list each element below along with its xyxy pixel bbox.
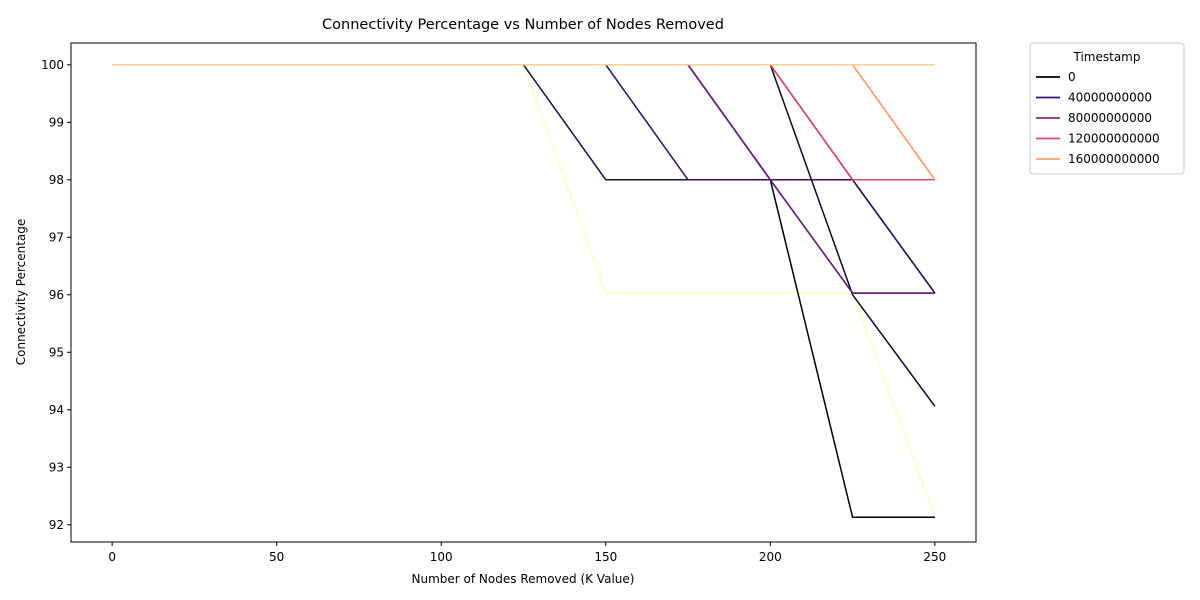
y-tick-label: 95	[49, 345, 64, 359]
legend: Timestamp 0 40000000000 80000000000 1200000…	[1029, 42, 1185, 175]
x-tick-label: 200	[759, 550, 782, 564]
y-tick-label: 93	[49, 460, 64, 474]
series-line-0	[112, 64, 936, 517]
y-tick-label: 99	[49, 115, 64, 129]
legend-entries: 0 40000000000 80000000000 120000000000 16000…	[1036, 70, 1160, 166]
y-tick-label: 96	[49, 288, 64, 302]
series-line-1	[112, 64, 935, 519]
legend-label: 40000000000	[1068, 91, 1152, 105]
y-tick-label: 98	[49, 173, 64, 187]
plot-lines	[112, 64, 936, 519]
legend-label: 80000000000	[1068, 111, 1152, 125]
chart-title: Connectivity Percentage vs Number of Nod…	[322, 17, 724, 33]
legend-label: 120000000000	[1068, 132, 1160, 146]
y-axis: 92 93 94 95 96 97 98 99 100	[41, 58, 71, 532]
plot-frame	[70, 42, 977, 543]
x-tick-label: 100	[430, 550, 453, 564]
x-tick-label: 250	[923, 550, 946, 564]
x-tick-label: 50	[269, 550, 284, 564]
x-tick-label: 150	[594, 550, 617, 564]
legend-frame	[1029, 42, 1185, 175]
x-axis: 0 50 100 150 200 250	[108, 542, 946, 564]
y-tick-label: 97	[49, 230, 64, 244]
y-tick-label: 92	[49, 518, 64, 532]
x-tick-label: 0	[108, 550, 116, 564]
y-tick-label: 100	[41, 58, 64, 72]
x-axis-label: Number of Nodes Removed (K Value)	[412, 572, 635, 586]
legend-label: 0	[1068, 70, 1076, 84]
series-line-9	[112, 64, 935, 181]
y-tick-label: 94	[49, 403, 64, 417]
legend-label: 160000000000	[1068, 152, 1160, 166]
y-axis-label: Connectivity Percentage	[14, 219, 28, 366]
legend-title: Timestamp	[1073, 50, 1141, 64]
